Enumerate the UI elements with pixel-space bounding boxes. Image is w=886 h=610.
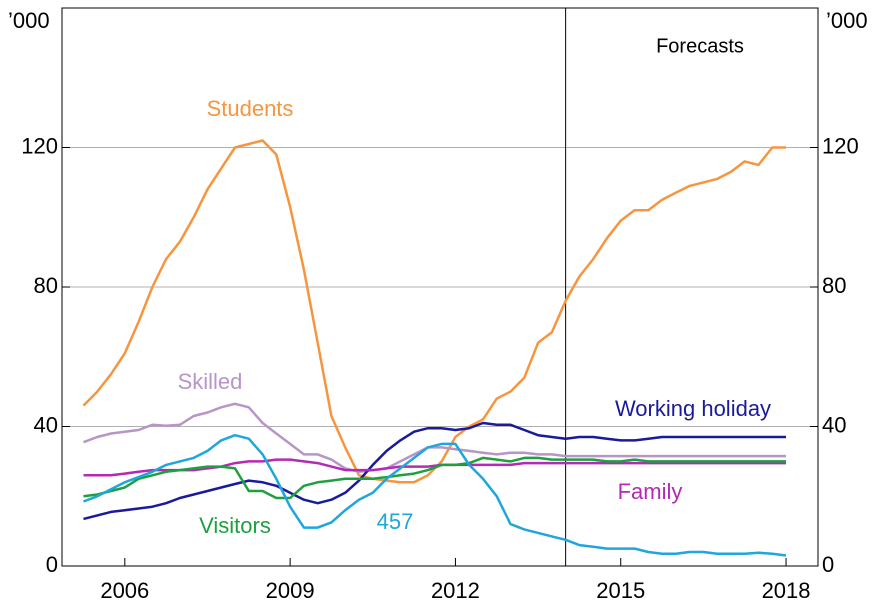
series-label: Students xyxy=(207,96,294,121)
y-tick-label: 80 xyxy=(34,273,58,298)
series-label: 457 xyxy=(377,509,414,534)
series-line xyxy=(83,433,787,557)
x-tick-label: 2009 xyxy=(266,578,315,603)
series-label: Visitors xyxy=(199,513,271,538)
x-tick-label: 2012 xyxy=(431,578,480,603)
series-line xyxy=(83,458,786,477)
x-tick-label: 2006 xyxy=(100,578,149,603)
x-tick-label: 2018 xyxy=(762,578,811,603)
y-tick-label: 0 xyxy=(46,552,58,577)
series-label: Working holiday xyxy=(615,396,771,421)
y2-tick-label: 40 xyxy=(822,412,846,437)
series-line xyxy=(83,421,786,521)
y2-tick-label: 80 xyxy=(822,273,846,298)
series-line xyxy=(83,456,786,500)
y-tick-label: 40 xyxy=(34,412,58,437)
series-line xyxy=(82,139,786,484)
series-label: Skilled xyxy=(178,369,243,394)
forecast-annotation: Forecasts xyxy=(656,35,744,57)
y-tick-label: 120 xyxy=(21,133,58,158)
series-line xyxy=(83,402,786,474)
left-unit-label: ’000 xyxy=(8,8,50,33)
y2-tick-label: 0 xyxy=(822,552,834,577)
y2-tick-label: 120 xyxy=(822,133,859,158)
right-unit-label: ’000 xyxy=(826,8,868,33)
series-label: Family xyxy=(618,479,683,504)
x-tick-label: 2015 xyxy=(596,578,645,603)
